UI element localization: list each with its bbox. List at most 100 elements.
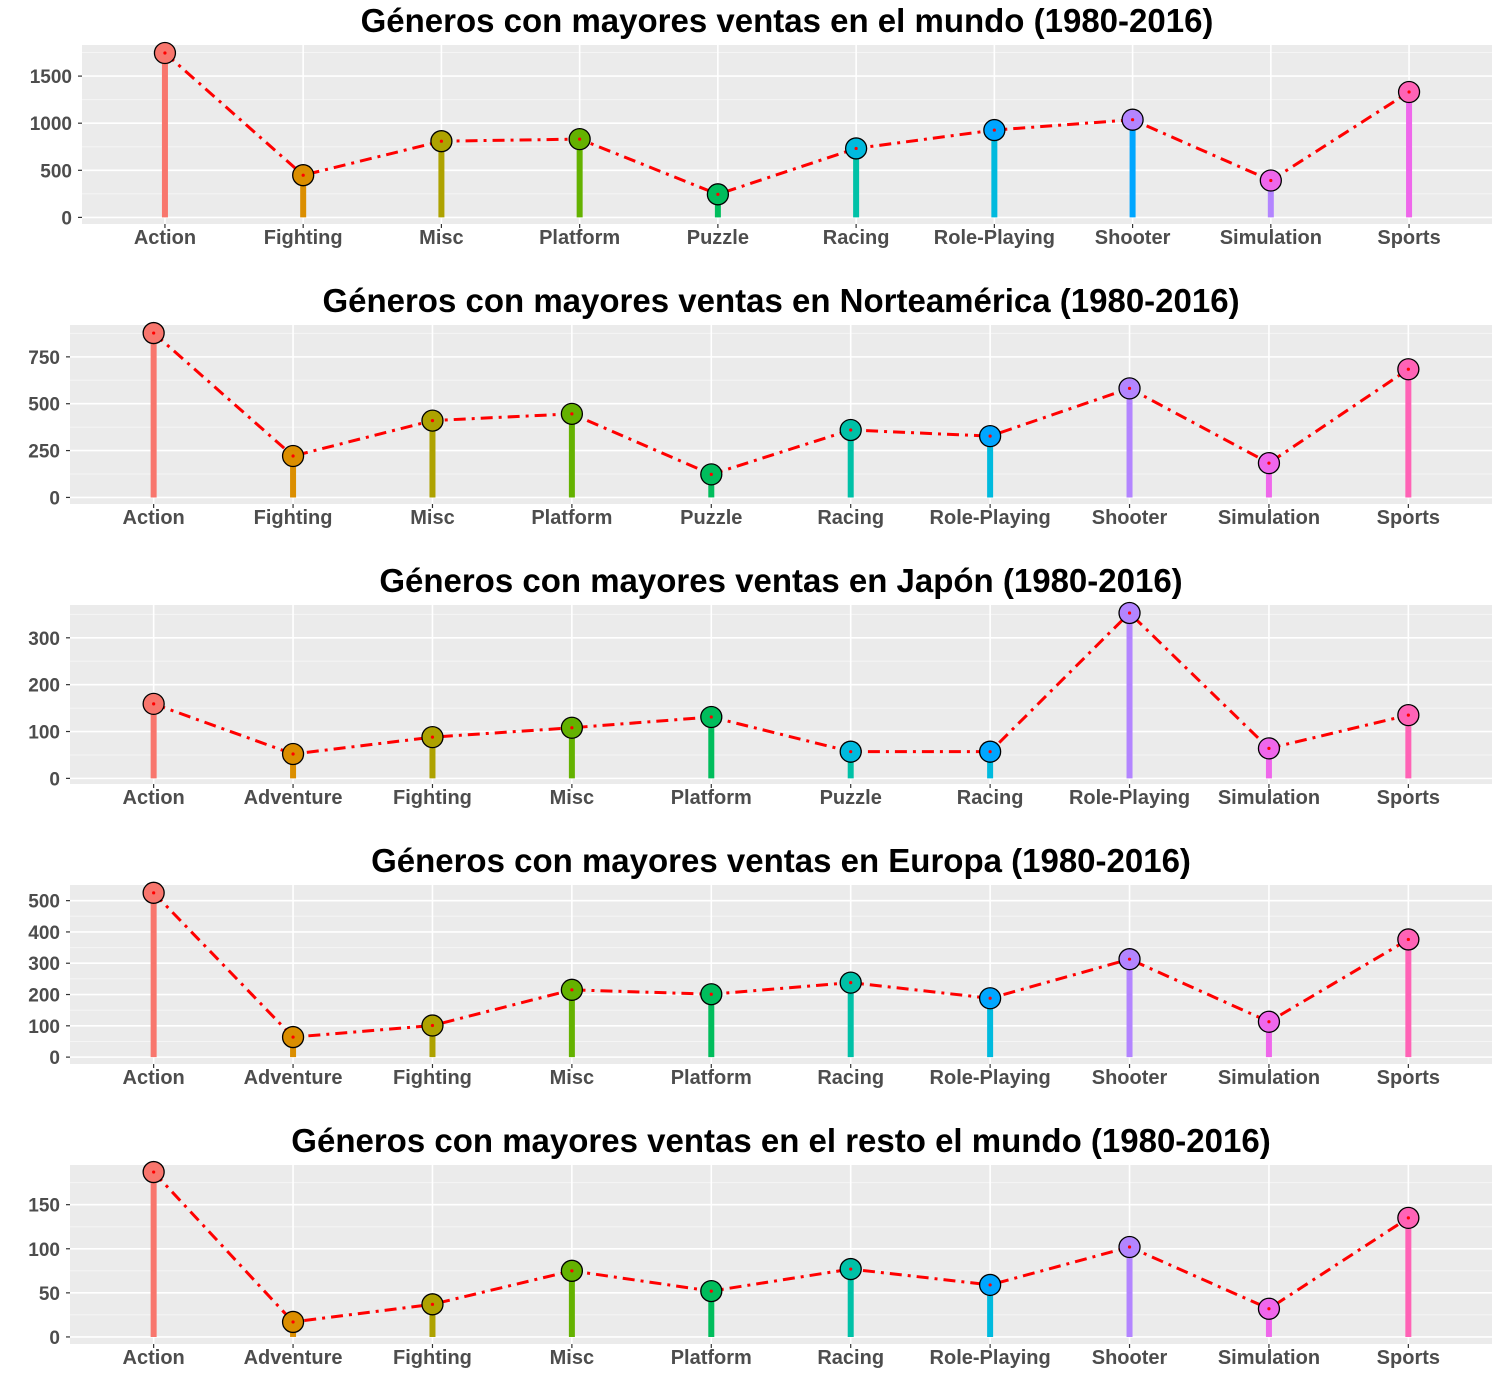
x-tick-label: Sports	[1377, 1347, 1440, 1369]
y-tick-label: 500	[28, 395, 60, 416]
x-tick-label: Action	[123, 1347, 185, 1369]
data-point-center	[1406, 1216, 1410, 1220]
data-point-center	[1406, 367, 1410, 371]
data-point-center	[988, 996, 992, 1000]
data-point-center	[1269, 178, 1273, 183]
data-point-center	[1127, 386, 1132, 390]
y-tick-label: 0	[61, 208, 72, 229]
y-tick-label: 500	[28, 892, 60, 913]
data-point-center	[709, 992, 713, 996]
trend-line	[152, 891, 1410, 1039]
data-point-center	[291, 1035, 295, 1039]
data-point-center	[1127, 1245, 1132, 1249]
x-tick-label: Racing	[817, 1067, 884, 1089]
x-tick-label: Platform	[531, 507, 612, 529]
data-point-center	[570, 1269, 574, 1273]
x-tick-label: Fighting	[393, 1347, 472, 1369]
y-tick-label: 400	[28, 923, 60, 944]
x-tick-label: Sports	[1377, 227, 1440, 249]
data-point-center	[291, 454, 295, 458]
x-tick-label: Platform	[671, 1067, 752, 1089]
x-tick-label: Racing	[817, 1347, 884, 1369]
x-tick-label: Platform	[539, 227, 620, 249]
x-tick-label: Action	[123, 507, 185, 529]
trend-line	[153, 610, 1409, 756]
data-point-center	[152, 891, 156, 895]
x-tick-label: Simulation	[1218, 787, 1320, 809]
y-tick-label: 150	[28, 1196, 60, 1217]
data-point-center	[430, 735, 435, 739]
x-tick-label: Shooter	[1092, 1067, 1168, 1089]
y-tick-label: 300	[28, 954, 60, 975]
plot-panel	[70, 325, 1492, 504]
y-tick-label: 300	[28, 629, 60, 650]
data-point-center	[849, 1267, 853, 1271]
plot-panel	[82, 45, 1492, 224]
x-tick-label: Misc	[550, 1067, 594, 1089]
y-tick-label: 100	[28, 1017, 60, 1038]
x-tick-label: Role-Playing	[930, 1347, 1051, 1369]
chart-2: Géneros con mayores ventas en Norteaméri…	[28, 282, 1492, 529]
data-point-center	[291, 1320, 295, 1324]
plot-panel	[70, 885, 1492, 1064]
x-tick-label: Misc	[550, 1347, 594, 1369]
trend-line	[152, 1171, 1410, 1324]
x-tick-label: Puzzle	[687, 227, 749, 249]
trend-line	[152, 331, 1410, 476]
y-tick-label: 100	[28, 723, 60, 744]
chart-3: Géneros con mayores ventas en Japón (198…	[28, 562, 1492, 809]
data-point-center	[1407, 90, 1411, 94]
data-point-center	[301, 173, 305, 177]
y-tick-label: 100	[28, 1240, 60, 1261]
x-tick-label: Platform	[671, 787, 752, 809]
x-tick-label: Action	[123, 1067, 185, 1089]
data-point-center	[152, 702, 156, 706]
y-tick-label: 0	[49, 1048, 60, 1069]
y-tick-label: 750	[28, 348, 60, 369]
x-tick-label: Racing	[957, 787, 1024, 809]
data-point-center	[992, 128, 996, 132]
chart-4: Géneros con mayores ventas en Europa (19…	[28, 842, 1492, 1089]
data-point-center	[152, 1170, 156, 1174]
x-tick-label: Platform	[671, 1347, 752, 1369]
y-tick-label: 1500	[30, 67, 72, 88]
data-point-center	[849, 981, 853, 985]
data-point-center	[291, 752, 295, 756]
data-point-center	[570, 988, 574, 992]
x-tick-label: Role-Playing	[930, 1067, 1051, 1089]
data-point-center	[1127, 957, 1132, 961]
x-tick-label: Puzzle	[680, 507, 742, 529]
x-tick-label: Misc	[419, 227, 463, 249]
data-point-center	[163, 51, 167, 55]
x-tick-label: Fighting	[393, 1067, 472, 1089]
chart-title: Géneros con mayores ventas en Norteaméri…	[322, 282, 1239, 319]
x-tick-label: Adventure	[244, 1347, 343, 1369]
chart-title: Géneros con mayores ventas en el mundo (…	[361, 2, 1214, 39]
y-tick-label: 50	[39, 1284, 60, 1305]
x-tick-label: Shooter	[1092, 507, 1168, 529]
data-point-center	[709, 472, 713, 476]
x-tick-label: Fighting	[393, 787, 472, 809]
chart-5: Géneros con mayores ventas en el resto e…	[28, 1122, 1492, 1369]
x-tick-label: Fighting	[264, 227, 343, 249]
data-point-center	[988, 434, 992, 438]
y-tick-label: 200	[28, 986, 60, 1007]
y-tick-label: 1000	[30, 114, 72, 135]
x-tick-label: Role-Playing	[934, 227, 1055, 249]
x-tick-label: Racing	[823, 227, 890, 249]
x-tick-label: Misc	[550, 787, 594, 809]
data-point-center	[1267, 1020, 1271, 1024]
data-point-center	[1130, 118, 1135, 122]
chart-title: Géneros con mayores ventas en el resto e…	[291, 1122, 1270, 1159]
data-point-center	[1267, 746, 1271, 750]
data-point-center	[709, 1289, 713, 1293]
y-tick-label: 200	[28, 676, 60, 697]
data-point-center	[570, 726, 574, 730]
y-tick-label: 0	[49, 769, 60, 790]
x-tick-label: Simulation	[1218, 507, 1320, 529]
data-point-center	[709, 715, 713, 719]
trend-line	[163, 51, 1410, 196]
x-tick-label: Simulation	[1220, 227, 1322, 249]
x-tick-label: Misc	[410, 507, 454, 529]
